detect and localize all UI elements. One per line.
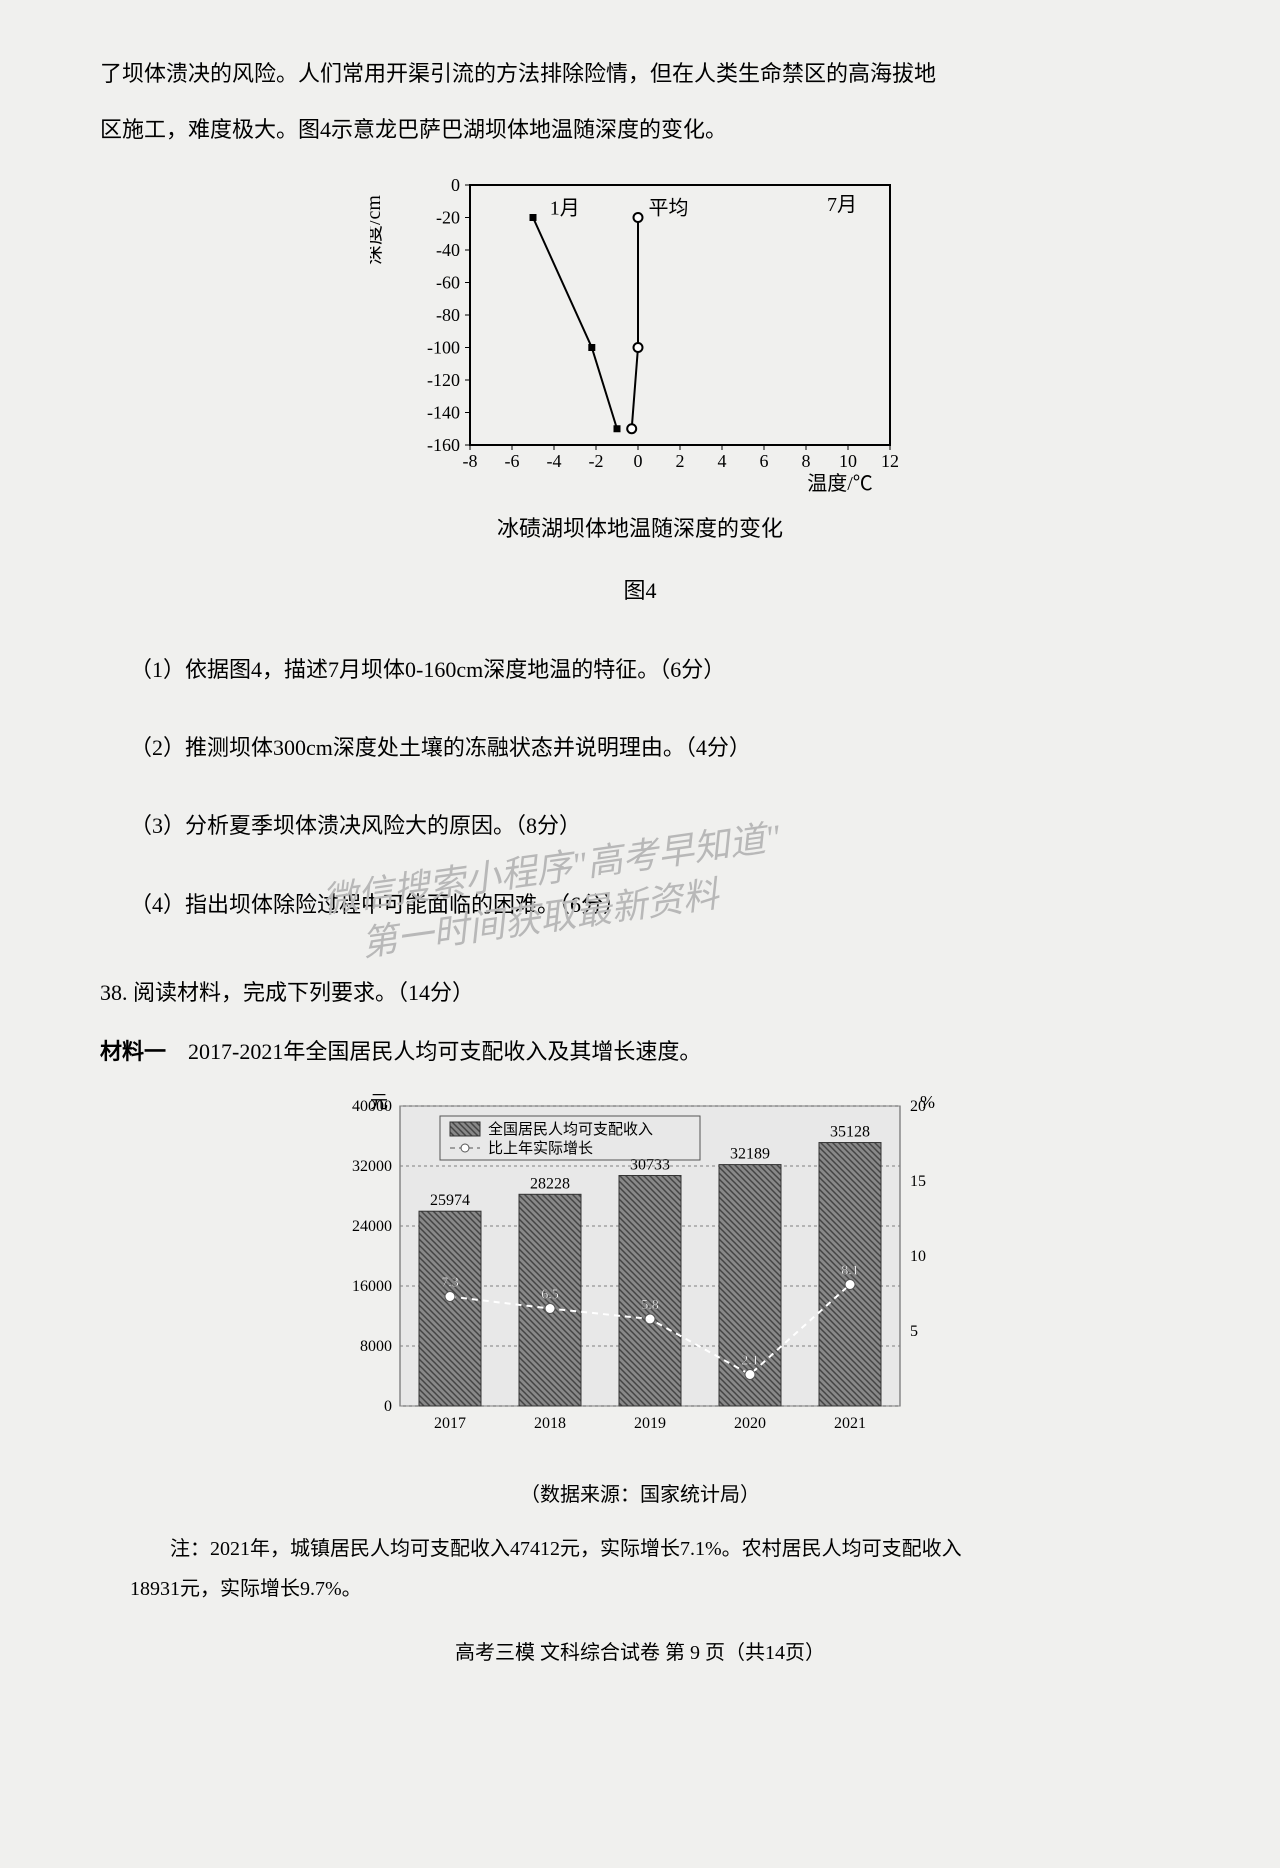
- question-4: （4）指出坝体除险过程中可能面临的困难。（6分）: [130, 881, 1180, 929]
- svg-text:-160: -160: [427, 435, 460, 455]
- svg-text:-60: -60: [436, 272, 460, 292]
- question-2: （2）推测坝体300cm深度处土壤的冻融状态并说明理由。（4分）: [130, 724, 1180, 772]
- svg-text:-4: -4: [547, 451, 562, 471]
- note-line-1: 注：2021年，城镇居民人均可支配收入47412元，实际增长7.1%。农村居民人…: [130, 1531, 1180, 1567]
- svg-text:5.8: 5.8: [641, 1298, 659, 1313]
- svg-text:深度/cm: 深度/cm: [370, 194, 385, 264]
- svg-text:10: 10: [910, 1248, 926, 1265]
- svg-text:16000: 16000: [352, 1278, 392, 1295]
- svg-text:30733: 30733: [630, 1156, 670, 1173]
- svg-text:-40: -40: [436, 240, 460, 260]
- svg-text:2020: 2020: [734, 1415, 766, 1432]
- svg-text:12: 12: [881, 451, 899, 471]
- chart1-xlabel-caption: 冰碛湖坝体地温随深度的变化: [370, 505, 910, 553]
- svg-text:-6: -6: [505, 451, 520, 471]
- svg-text:-140: -140: [427, 402, 460, 422]
- svg-text:平均: 平均: [649, 196, 689, 219]
- svg-text:5: 5: [910, 1323, 918, 1340]
- chart2-caption: （数据来源：国家统计局）: [320, 1473, 960, 1517]
- material-1-label: 材料一 2017-2021年全国居民人均可支配收入及其增长速度。: [100, 1028, 1180, 1076]
- svg-text:15: 15: [910, 1173, 926, 1190]
- svg-text:35128: 35128: [830, 1123, 870, 1140]
- question-1: （1）依据图4，描述7月坝体0-160cm深度地温的特征。（6分）: [130, 646, 1180, 694]
- svg-text:2018: 2018: [534, 1415, 566, 1432]
- svg-text:全国居民人均可支配收入: 全国居民人均可支配收入: [488, 1120, 653, 1138]
- svg-text:8000: 8000: [360, 1338, 392, 1355]
- svg-text:-100: -100: [427, 337, 460, 357]
- svg-text:0: 0: [451, 175, 460, 195]
- note-line-2: 18931元，实际增长9.7%。: [130, 1567, 1180, 1611]
- svg-text:7月: 7月: [827, 194, 857, 216]
- svg-text:2021: 2021: [834, 1415, 866, 1432]
- svg-text:1月: 1月: [550, 197, 580, 219]
- chart2-svg: 08000160002400032000400005101520元%259742…: [320, 1086, 960, 1446]
- svg-text:7.3: 7.3: [441, 1275, 459, 1290]
- svg-text:-120: -120: [427, 370, 460, 390]
- svg-text:0: 0: [634, 451, 643, 471]
- svg-text:元: 元: [370, 1092, 388, 1112]
- question-3: （3）分析夏季坝体溃决风险大的原因。（8分）: [130, 802, 1180, 850]
- svg-text:-8: -8: [463, 451, 478, 471]
- svg-text:24000: 24000: [352, 1218, 392, 1235]
- svg-text:0: 0: [384, 1398, 392, 1415]
- svg-text:2: 2: [676, 451, 685, 471]
- page-footer: 高考三模 文科综合试卷 第 9 页（共14页）: [100, 1631, 1180, 1675]
- svg-text:-20: -20: [436, 207, 460, 227]
- svg-text:2017: 2017: [434, 1415, 466, 1432]
- intro-line-2: 区施工，难度极大。图4示意龙巴萨巴湖坝体地温随深度的变化。: [100, 106, 1180, 154]
- svg-text:-2: -2: [589, 451, 604, 471]
- svg-text:6.5: 6.5: [541, 1287, 559, 1302]
- svg-text:4: 4: [718, 451, 727, 471]
- svg-text:2.1: 2.1: [741, 1353, 759, 1368]
- svg-text:8: 8: [802, 451, 811, 471]
- svg-text:%: %: [920, 1092, 935, 1112]
- q38-heading: 38. 阅读材料，完成下列要求。（14分）: [100, 969, 1180, 1017]
- svg-text:32189: 32189: [730, 1145, 770, 1162]
- svg-text:6: 6: [760, 451, 769, 471]
- svg-text:-80: -80: [436, 305, 460, 325]
- page: 了坝体溃决的风险。人们常用开渠引流的方法排除险情，但在人类生命禁区的高海拔地 区…: [100, 50, 1180, 1675]
- chart1-svg: -8-6-4-20246810120-20-40-60-80-100-120-1…: [370, 165, 910, 495]
- svg-text:25974: 25974: [430, 1192, 470, 1209]
- svg-text:2019: 2019: [634, 1415, 666, 1432]
- svg-text:温度/℃: 温度/℃: [807, 472, 873, 495]
- chart1-figure-label: 图4: [100, 567, 1180, 615]
- svg-text:32000: 32000: [352, 1158, 392, 1175]
- svg-text:比上年实际增长: 比上年实际增长: [488, 1140, 593, 1157]
- svg-text:10: 10: [839, 451, 857, 471]
- intro-line-1: 了坝体溃决的风险。人们常用开渠引流的方法排除险情，但在人类生命禁区的高海拔地: [100, 50, 1180, 98]
- material-rest: 2017-2021年全国居民人均可支配收入及其增长速度。: [166, 1039, 701, 1064]
- material-bold: 材料一: [100, 1039, 166, 1064]
- svg-text:8.1: 8.1: [841, 1263, 859, 1278]
- svg-text:28228: 28228: [530, 1175, 570, 1192]
- chart1-container: -8-6-4-20246810120-20-40-60-80-100-120-1…: [370, 165, 910, 553]
- chart2-container: 08000160002400032000400005101520元%259742…: [320, 1086, 960, 1517]
